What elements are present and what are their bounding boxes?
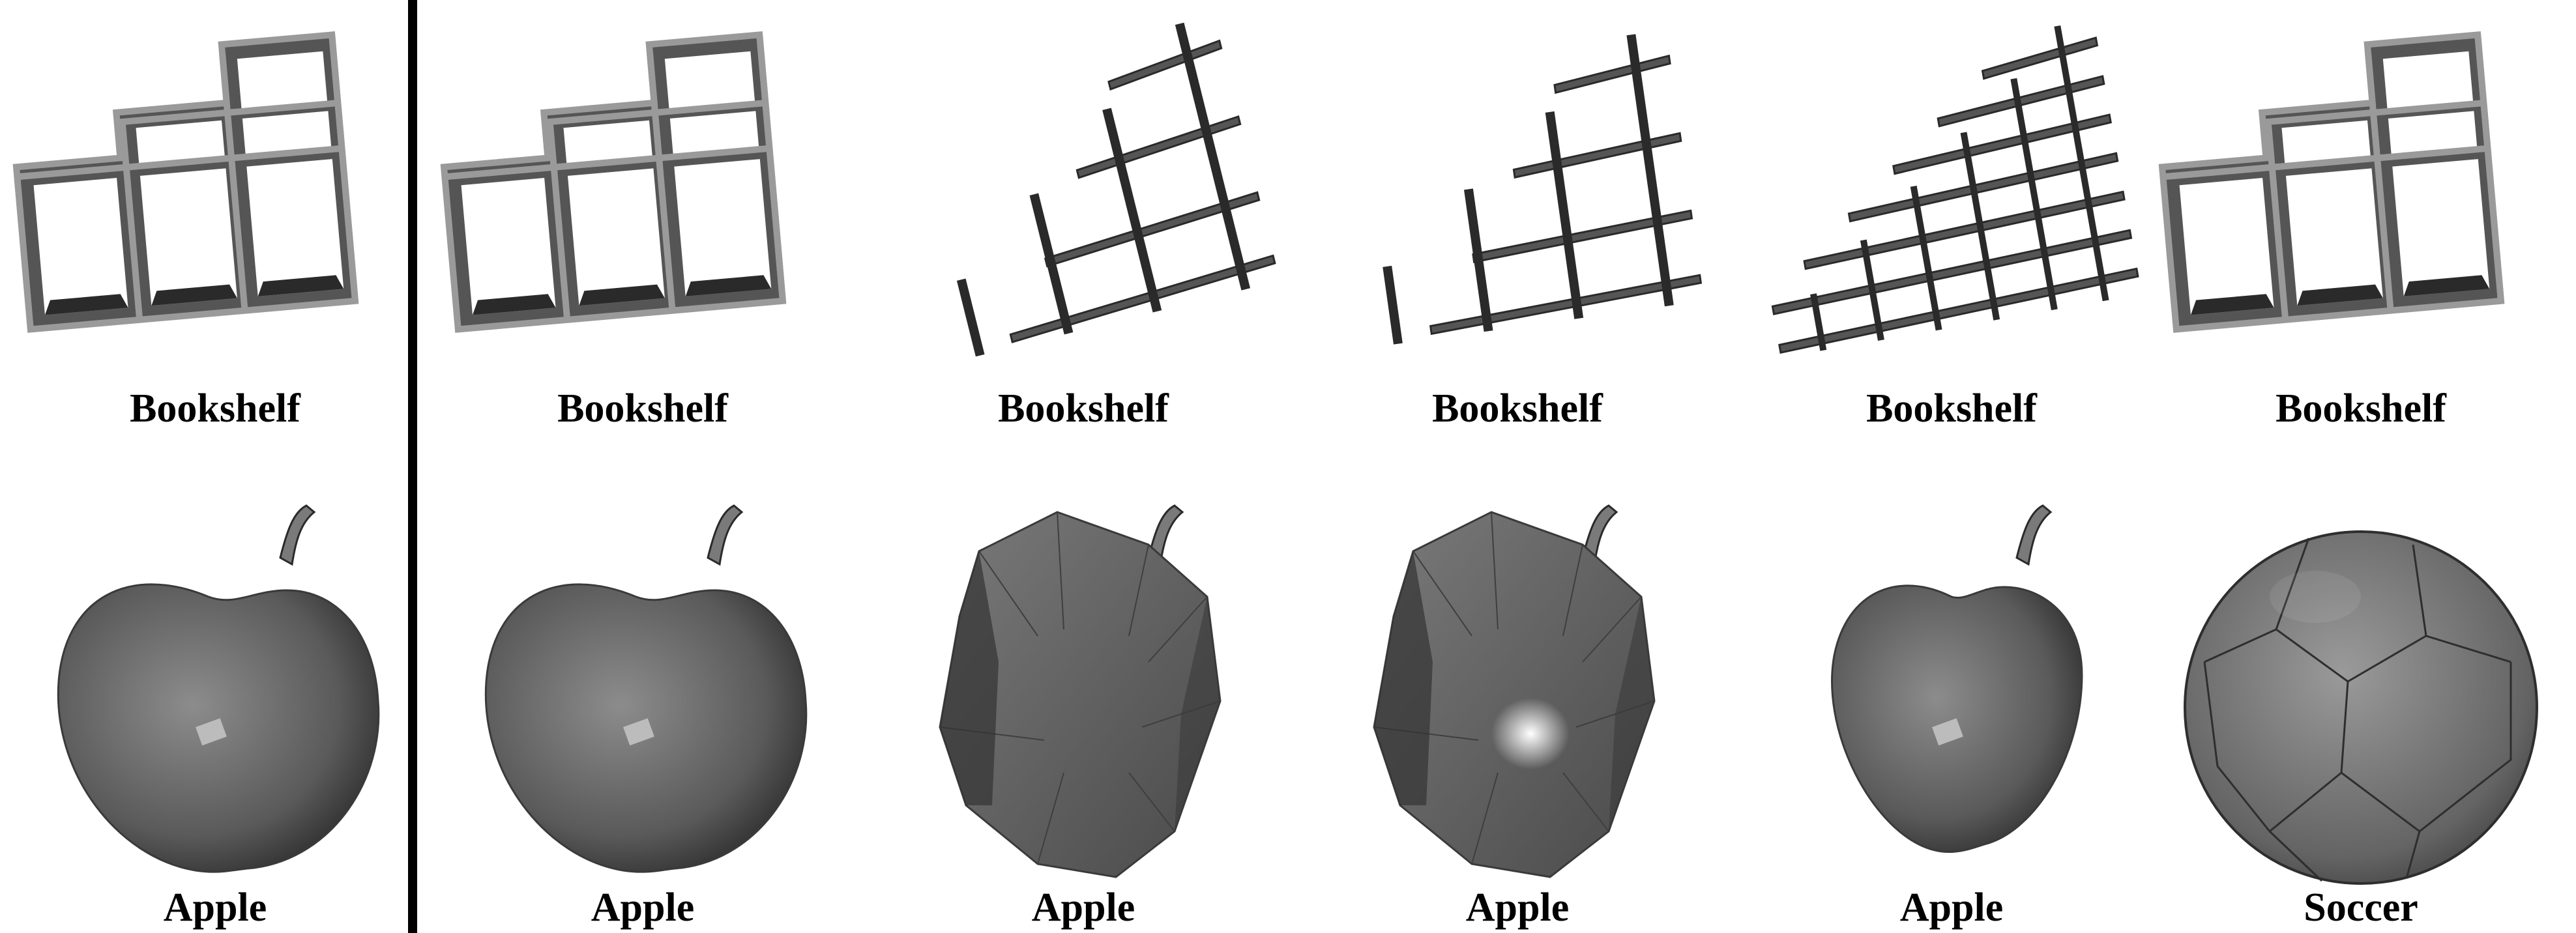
figure-cell: Bookshelf (1302, 0, 1733, 466)
cell-caption: Apple (1465, 885, 1570, 930)
figure-cell: Bookshelf (428, 0, 858, 466)
apple-icon (484, 504, 808, 873)
apple-icon (1373, 504, 1656, 878)
cell-caption: Apple (1031, 885, 1135, 930)
bookshelf-icon (2158, 31, 2505, 333)
bookshelf-icon (956, 22, 1276, 357)
cell-caption: Apple (591, 885, 695, 930)
figure-cell: Bookshelf (868, 0, 1298, 466)
figure-cell: Apple (428, 466, 858, 933)
cell-caption: Soccer (2304, 885, 2418, 930)
figure-cell: Apple (1302, 466, 1733, 933)
cell-caption: Apple (1899, 885, 2004, 930)
apple-icon (1831, 504, 2083, 853)
figure-cell: Bookshelf (2146, 0, 2576, 466)
figure-cell: Bookshelf (1736, 0, 2167, 466)
figure-cell: Apple (0, 466, 430, 933)
figure-cell: Apple (1736, 466, 2167, 933)
bookshelf-icon (440, 31, 787, 333)
divider-line (408, 0, 417, 933)
apple-icon (57, 504, 380, 873)
cell-caption: Bookshelf (557, 386, 728, 431)
cell-caption: Bookshelf (2276, 386, 2446, 431)
cell-caption: Bookshelf (998, 386, 1169, 431)
apple-icon (939, 504, 1222, 878)
bookshelf-icon (1383, 34, 1703, 345)
bookshelf-icon (1771, 25, 2139, 354)
bookshelf-icon (12, 31, 359, 333)
soccer-ball-icon (2184, 530, 2538, 885)
cell-caption: Bookshelf (1866, 386, 2037, 431)
figure-cell: Apple (868, 466, 1298, 933)
figure-cell: Bookshelf (0, 0, 430, 466)
cell-caption: Apple (163, 885, 267, 930)
cell-caption: Bookshelf (130, 386, 300, 431)
cell-caption: Bookshelf (1432, 386, 1603, 431)
figure-cell: Soccer (2146, 466, 2576, 933)
